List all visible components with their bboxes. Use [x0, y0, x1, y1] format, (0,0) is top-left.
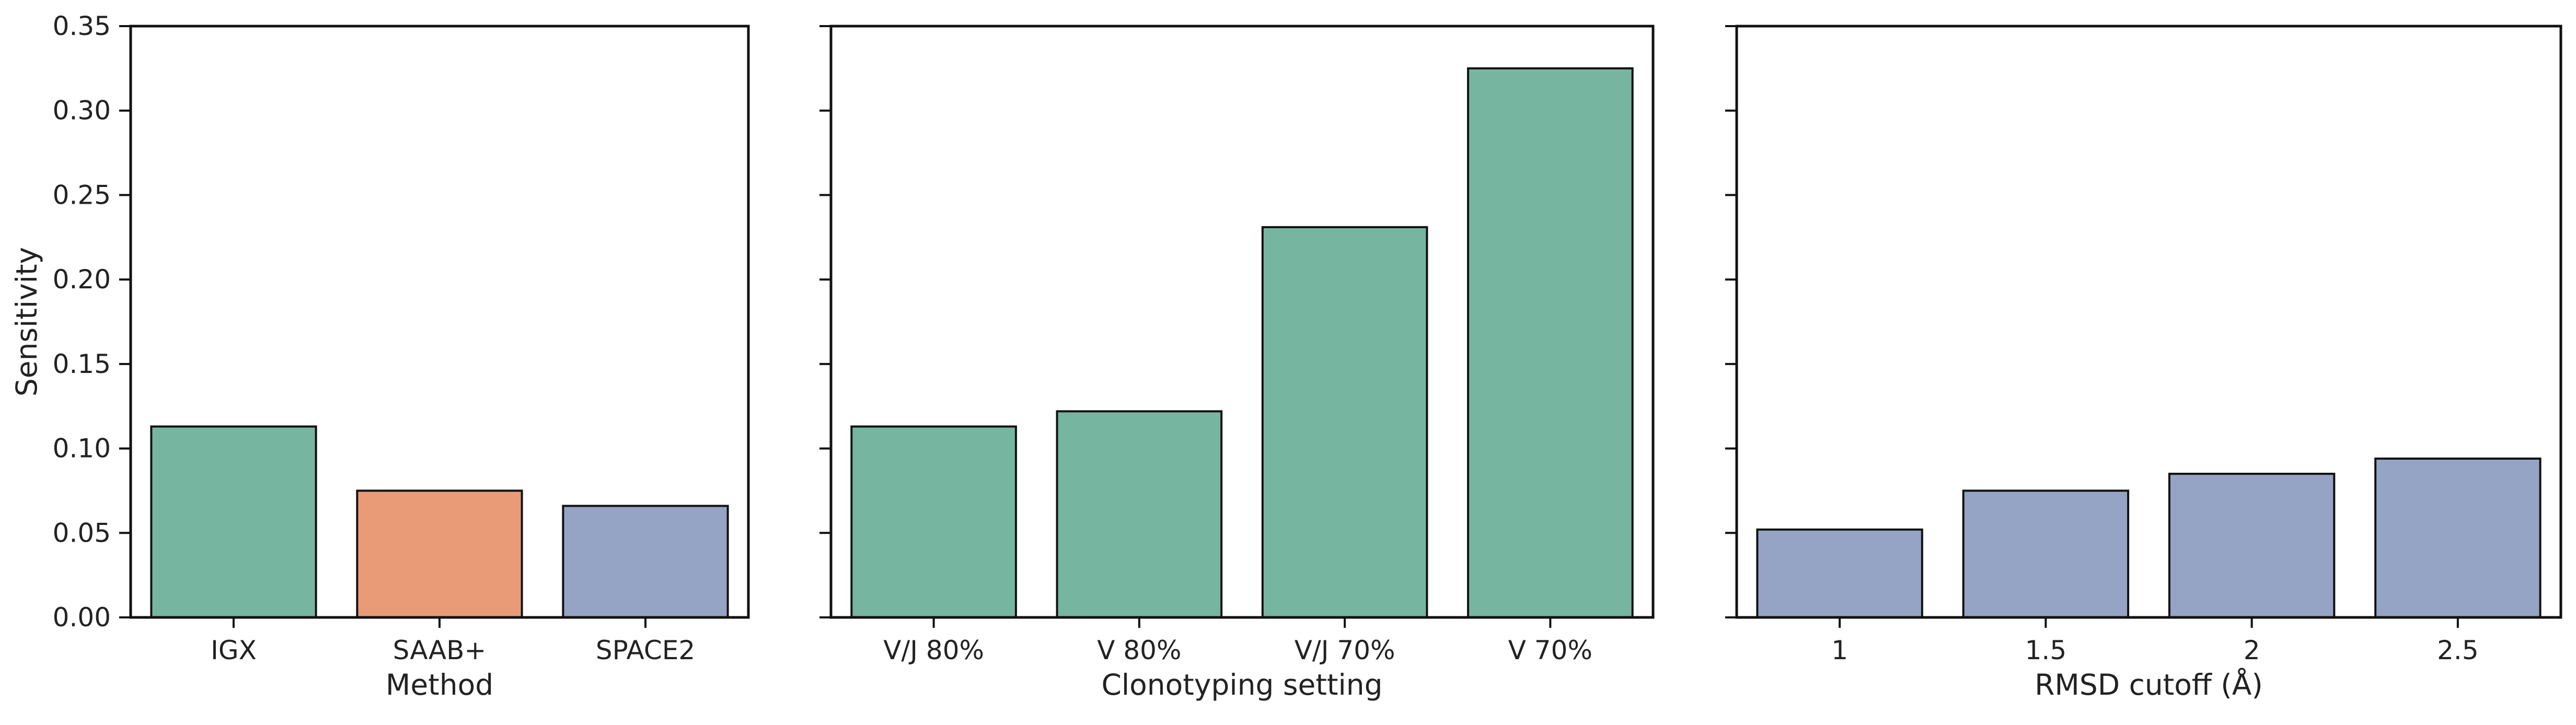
x-tick-label: 1.5 — [2025, 635, 2067, 665]
axes-frame — [1735, 25, 2562, 619]
y-tick-label: 0.20 — [53, 264, 111, 295]
axes-frame — [829, 25, 1655, 619]
x-tick-label: V/J 70% — [1295, 635, 1395, 665]
x-tick-label: 2.5 — [2437, 635, 2479, 665]
y-tick-label: 0.05 — [53, 518, 111, 548]
bar-v-70- — [1467, 67, 1634, 618]
chart-panel-1: IGX SAAB+ SPACE2 0.00 0.05 0.10 0.15 0.20 0.25 0.… — [10, 11, 750, 701]
x-tick-label: IGX — [211, 635, 257, 665]
bar-1 — [1756, 528, 1923, 618]
y-tick-label: 0.35 — [53, 11, 111, 41]
x-axis-label: Method — [386, 668, 493, 701]
bar-v-j-80- — [850, 425, 1017, 618]
bar-1-5 — [1962, 489, 2130, 619]
x-tick-label: V/J 80% — [883, 635, 984, 665]
y-axis-label: Sensitivity — [10, 247, 43, 396]
x-tick-label: 1 — [1831, 635, 1848, 665]
bar-v-80- — [1056, 410, 1223, 618]
x-tick-label: SPACE2 — [596, 635, 695, 665]
x-axis-label: Clonotyping setting — [1101, 668, 1382, 701]
x-tick-label: 2 — [2244, 635, 2260, 665]
bar-2 — [2168, 473, 2336, 618]
axes-frame — [129, 25, 750, 619]
chart-panel-3: 1 1.5 2 2.5 RMSD cutoff (Å) — [1725, 25, 2562, 701]
y-tick-label: 0.30 — [53, 96, 111, 126]
chart-panel-2: V/J 80% V 80% V/J 70% V 70% Clonotyping sett… — [819, 25, 1655, 701]
x-tick-label: V 80% — [1097, 635, 1181, 665]
y-tick-label: 0.10 — [53, 434, 111, 464]
bar-saab- — [356, 489, 523, 619]
bar-space2 — [562, 505, 729, 619]
bar-igx — [150, 425, 317, 618]
y-tick-label: 0.25 — [53, 180, 111, 210]
x-axis-label: RMSD cutoff (Å) — [2035, 668, 2263, 701]
x-tick-label: SAAB+ — [393, 635, 487, 665]
bar-2-5 — [2374, 457, 2542, 619]
bar-v-j-70- — [1261, 226, 1428, 618]
y-tick-label: 0.00 — [53, 602, 111, 633]
y-tick-label: 0.15 — [53, 349, 111, 379]
x-tick-label: V 70% — [1508, 635, 1592, 665]
